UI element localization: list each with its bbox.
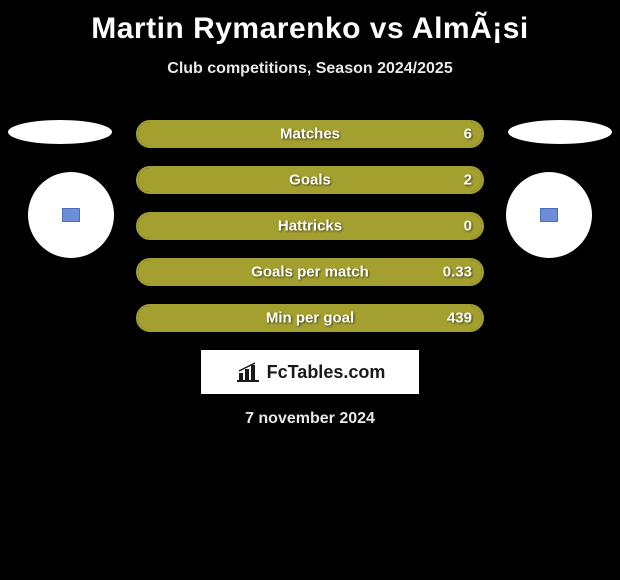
right-player-circle — [506, 172, 592, 258]
subtitle: Club competitions, Season 2024/2025 — [0, 60, 620, 78]
stat-value: 439 — [447, 310, 472, 327]
stat-row-min-per-goal: Min per goal 439 — [136, 304, 484, 332]
right-top-oval — [508, 120, 612, 144]
stat-row-goals-per-match: Goals per match 0.33 — [136, 258, 484, 286]
stat-label: Goals — [289, 172, 331, 189]
right-player-badge-icon — [540, 208, 558, 222]
stat-label: Min per goal — [266, 310, 354, 327]
stat-value: 0 — [464, 218, 472, 235]
stat-label: Matches — [280, 126, 340, 143]
bars-icon — [235, 361, 261, 383]
stat-label: Hattricks — [278, 218, 342, 235]
date-line: 7 november 2024 — [0, 410, 620, 428]
left-player-circle — [28, 172, 114, 258]
stat-rows: Matches 6 Goals 2 Hattricks 0 Goals per … — [136, 120, 484, 332]
stat-value: 0.33 — [443, 264, 472, 281]
logo-text: FcTables.com — [267, 362, 386, 383]
stat-value: 6 — [464, 126, 472, 143]
stat-value: 2 — [464, 172, 472, 189]
left-top-oval — [8, 120, 112, 144]
stat-label: Goals per match — [251, 264, 369, 281]
stat-row-hattricks: Hattricks 0 — [136, 212, 484, 240]
logo-box: FcTables.com — [201, 350, 419, 394]
stat-row-goals: Goals 2 — [136, 166, 484, 194]
stats-region: Matches 6 Goals 2 Hattricks 0 Goals per … — [0, 120, 620, 428]
left-player-badge-icon — [62, 208, 80, 222]
stat-row-matches: Matches 6 — [136, 120, 484, 148]
page-title: Martin Rymarenko vs AlmÃ¡si — [0, 0, 620, 46]
